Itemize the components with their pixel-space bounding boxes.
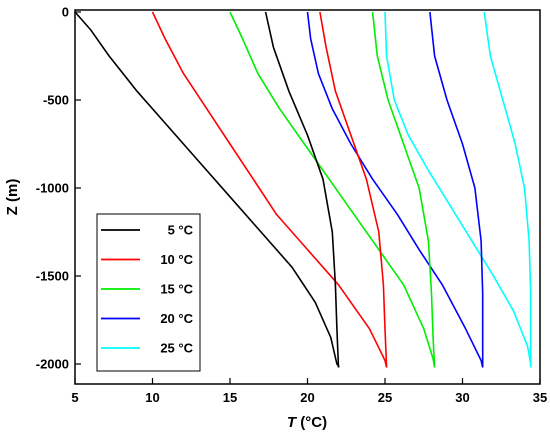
legend-label-0: 5 °C	[168, 223, 194, 238]
overlay-line-3	[429, 11, 484, 368]
x-axis-title-symbol: T	[287, 414, 298, 431]
x-tick-label-0: 5	[71, 390, 78, 405]
series-line-3	[306, 11, 484, 368]
overlay-line-1	[319, 11, 388, 368]
overlay-line-2	[371, 11, 436, 368]
y-tick-label-3: -1500	[36, 269, 69, 284]
series-line-1	[151, 11, 388, 368]
legend-label-3: 20 °C	[160, 311, 193, 326]
x-tick-label-5: 30	[455, 390, 469, 405]
legend-box	[96, 213, 201, 372]
x-tick-label-4: 25	[378, 390, 392, 405]
legend: 5 °C 10 °C 15 °C 20 °C 25 °C	[96, 213, 201, 372]
x-tick-label-1: 10	[145, 390, 159, 405]
x-axis-title-unit: (°C)	[296, 414, 327, 431]
overlay-line-0	[264, 11, 340, 368]
x-tick-label-3: 20	[300, 390, 314, 405]
x-axis: 5 10 15 20 25 30 35	[71, 378, 547, 405]
legend-label-4: 25 °C	[160, 341, 193, 356]
y-tick-label-2: -1000	[36, 181, 69, 196]
legend-label-2: 15 °C	[160, 282, 193, 297]
x-tick-label-2: 15	[223, 390, 237, 405]
x-tick-label-6: 35	[533, 390, 547, 405]
series-line-2	[229, 11, 436, 368]
series-line-4	[384, 11, 532, 368]
series-line-0	[74, 11, 340, 368]
y-tick-label-1: -500	[43, 93, 69, 108]
overlay-line-4	[483, 11, 532, 368]
y-tick-label-4: -2000	[36, 357, 69, 372]
y-axis-title: Z (m)	[4, 179, 21, 216]
legend-label-1: 10 °C	[160, 252, 193, 267]
series-layer	[74, 11, 532, 368]
y-tick-label-0: 0	[62, 5, 69, 20]
y-axis: 0 -500 -1000 -1500 -2000	[36, 5, 81, 372]
x-axis-title: T (°C)	[287, 414, 327, 431]
